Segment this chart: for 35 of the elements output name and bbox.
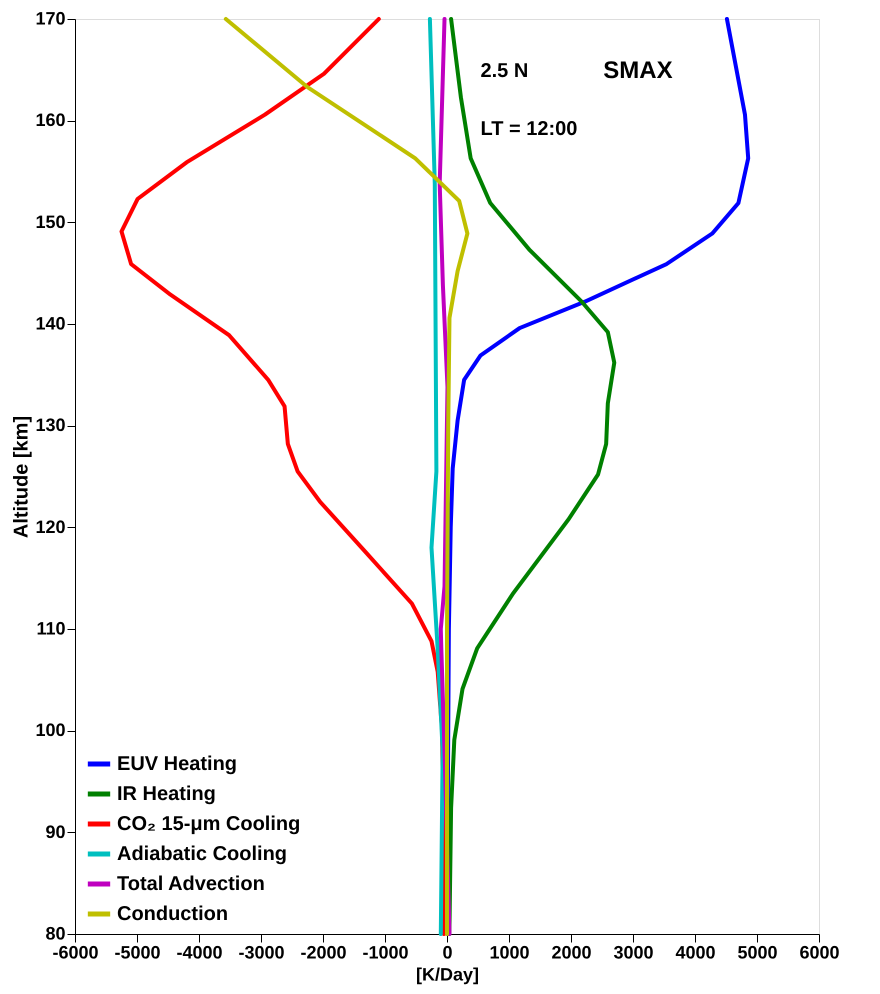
y-tick-label: 140 [35, 314, 66, 334]
y-tick-label: 130 [35, 415, 66, 436]
x-tick-label: 5000 [737, 942, 778, 962]
legend-label: CO₂ 15-μm Cooling [117, 813, 300, 835]
legend-label: Total Advection [117, 873, 265, 895]
annotation: SMAX [603, 57, 673, 84]
x-tick-label: 6000 [799, 942, 840, 962]
x-tick-label: 2000 [551, 942, 592, 962]
annotation: LT = 12:00 [480, 118, 578, 140]
y-tick-label: 90 [45, 822, 66, 842]
y-tick-label: 80 [45, 924, 66, 944]
x-tick-label: -6000 [52, 942, 99, 962]
y-tick-label: 120 [35, 516, 66, 537]
y-tick-label: 110 [36, 618, 66, 638]
x-tick-label: 1000 [489, 942, 530, 962]
y-tick-label: 100 [35, 720, 66, 740]
x-tick-label: 3000 [613, 942, 654, 962]
legend-label: Conduction [117, 903, 228, 925]
annotation: 2.5 N [480, 60, 528, 82]
x-tick-label: -2000 [300, 942, 347, 962]
y-tick-label: 170 [35, 8, 66, 28]
y-tick-label: 150 [35, 212, 66, 232]
legend-label: Adiabatic Cooling [117, 843, 287, 865]
x-tick-label: -5000 [114, 942, 161, 962]
x-tick-label: 4000 [675, 942, 716, 962]
line-series [428, 17, 445, 936]
x-tick-label: -4000 [176, 942, 223, 962]
x-axis-title: [K/Day] [416, 964, 480, 984]
legend-label: EUV Heating [117, 753, 238, 775]
y-tick-label: 160 [35, 110, 66, 130]
x-tick-label: -1000 [362, 942, 409, 962]
x-tick-label: -3000 [238, 942, 285, 962]
y-axis-title: Altitude [km] [10, 416, 32, 538]
legend-label: IR Heating [117, 783, 216, 805]
x-tick-label: 0 [442, 942, 453, 962]
